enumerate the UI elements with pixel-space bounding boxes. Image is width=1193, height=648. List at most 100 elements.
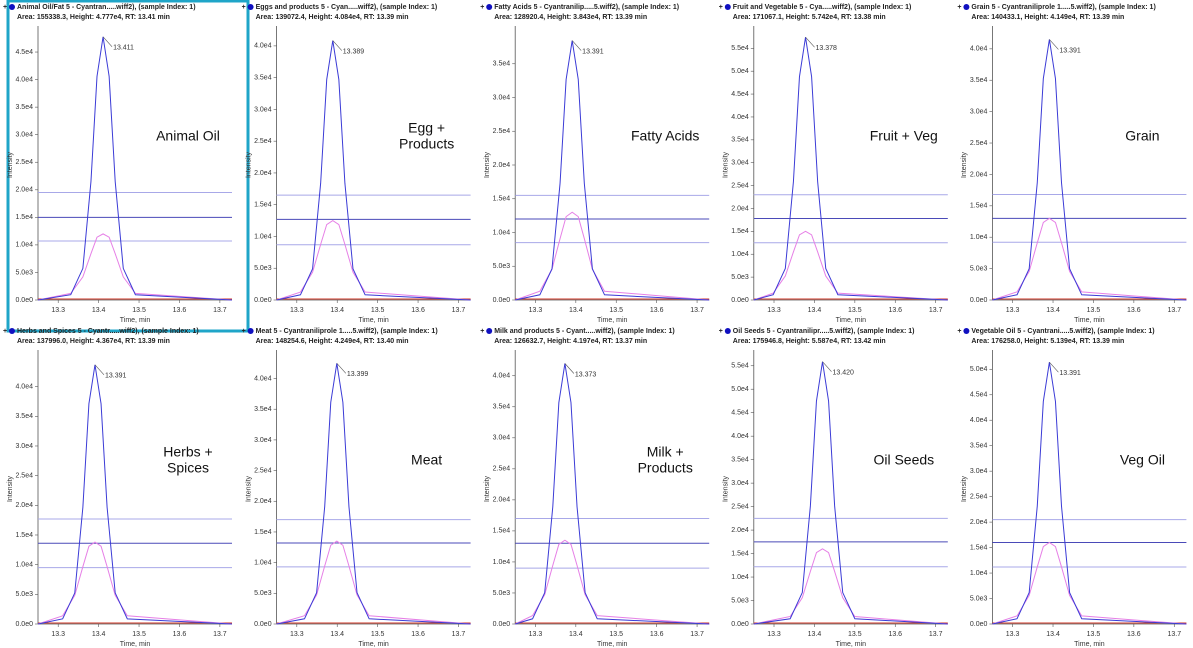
y-tick-label: 2.5e4	[493, 466, 511, 473]
y-tick-label: 3.5e4	[970, 77, 988, 84]
y-axis-label: Intensity	[723, 151, 730, 178]
x-tick-label: 13.3	[529, 631, 543, 638]
y-tick-label: 4.0e4	[254, 43, 272, 50]
y-tick-label: 1.0e4	[731, 574, 749, 581]
trace	[992, 39, 1187, 301]
y-tick-label: 2.0e4	[15, 187, 33, 194]
x-tick-label: 13.5	[371, 307, 385, 314]
x-tick-label: 13.3	[1006, 631, 1020, 638]
x-tick-label: 13.3	[767, 307, 781, 314]
y-tick-label: 3.5e4	[15, 104, 33, 111]
y-tick-label: 3.0e4	[15, 443, 33, 450]
panel-title: Grain 5 - Cyantraniliprole 1.....5.wiff2…	[971, 4, 1155, 11]
x-axis-label: Time, min	[120, 317, 151, 324]
panel: + Meat 5 - Cyantraniliprole 1.....5.wiff2…	[242, 328, 471, 648]
trace	[276, 363, 471, 625]
panel-title: Eggs and products 5 - Cyan.....wiff2), (…	[256, 4, 438, 11]
x-tick-label: 13.6	[650, 631, 664, 638]
peak-leader	[1049, 362, 1059, 373]
y-tick-label: 5.0e3	[970, 265, 988, 272]
trace	[37, 233, 233, 301]
y-axis-label: Intensity	[245, 151, 252, 178]
matrix-label: Meat	[411, 452, 442, 468]
trace	[276, 219, 471, 301]
x-tick-label: 13.5	[132, 631, 146, 638]
y-tick-label: 2.0e4	[493, 497, 511, 504]
x-tick-label: 13.4	[1046, 307, 1060, 314]
selection-border[interactable]	[6, 0, 250, 333]
panel: + Milk and products 5 - Cyant.....wiff2),…	[480, 328, 710, 648]
x-tick-label: 13.7	[690, 307, 704, 314]
sample-dot	[724, 328, 731, 334]
y-tick-label: 0.0e0	[731, 297, 749, 304]
sample-dot	[247, 4, 254, 10]
x-axis-label: Time, min	[358, 317, 389, 324]
y-tick-label: 1.5e4	[254, 529, 272, 536]
x-tick-label: 13.6	[1127, 307, 1141, 314]
y-tick-label: 2.0e4	[493, 162, 511, 169]
y-tick-label: 0.0e0	[970, 621, 988, 628]
y-tick-label: 3.5e4	[254, 74, 272, 81]
x-tick-label: 13.4	[1046, 631, 1060, 638]
y-tick-label: 1.5e4	[15, 532, 33, 539]
x-tick-label: 13.6	[411, 631, 425, 638]
x-tick-label: 13.7	[1167, 307, 1181, 314]
peak-label: 13.391	[1059, 370, 1081, 377]
x-tick-label: 13.5	[371, 631, 385, 638]
y-tick-label: 3.5e4	[731, 137, 749, 144]
matrix-label: Products	[399, 136, 454, 152]
panel-subtitle: Area: 176258.0, Height: 5.139e4, RT: 13.…	[971, 338, 1124, 345]
y-tick-label: 4.5e4	[15, 49, 33, 56]
panel-title: Fruit and Vegetable 5 - Cya.....wiff2), …	[733, 4, 912, 11]
x-tick-label: 13.7	[929, 307, 943, 314]
x-tick-label: 13.5	[1087, 307, 1101, 314]
y-tick-label: 5.0e3	[493, 263, 511, 270]
y-tick-label: 2.0e4	[15, 502, 33, 509]
expand-icon: +	[719, 328, 723, 335]
peak-label: 13.389	[343, 48, 365, 55]
peak-leader	[336, 363, 347, 374]
y-tick-label: 0.0e0	[493, 297, 511, 304]
y-tick-label: 1.0e4	[970, 570, 988, 577]
peak-leader	[1049, 39, 1059, 50]
y-axis-label: Intensity	[484, 151, 491, 178]
expand-icon: +	[957, 4, 961, 11]
sample-dot	[247, 328, 254, 334]
y-tick-label: 0.0e0	[970, 297, 988, 304]
peak-label: 13.378	[816, 45, 838, 52]
panel: + Grain 5 - Cyantraniliprole 1.....5.wiff…	[957, 4, 1187, 324]
matrix-label: Fatty Acids	[631, 128, 699, 144]
x-tick-label: 13.4	[808, 631, 822, 638]
x-tick-label: 13.5	[1087, 631, 1101, 638]
x-tick-label: 13.5	[609, 631, 623, 638]
panel-subtitle: Area: 155338.3, Height: 4.777e4, RT: 13.…	[17, 14, 170, 21]
peak-label: 13.420	[833, 369, 855, 376]
y-tick-label: 3.0e4	[970, 108, 988, 115]
y-tick-label: 2.0e4	[731, 527, 749, 534]
matrix-label: Animal Oil	[156, 128, 220, 144]
x-axis-label: Time, min	[836, 641, 867, 648]
x-tick-label: 13.7	[213, 307, 227, 314]
y-tick-label: 1.5e4	[970, 544, 988, 551]
y-tick-label: 5.0e3	[15, 269, 33, 276]
y-tick-label: 0.0e0	[15, 297, 33, 304]
y-tick-label: 4.0e4	[15, 383, 33, 390]
x-tick-label: 13.7	[452, 631, 466, 638]
x-tick-label: 13.5	[848, 631, 862, 638]
peak-label: 13.391	[105, 373, 127, 380]
y-tick-label: 3.0e4	[731, 480, 749, 487]
peak-label: 13.411	[113, 45, 134, 52]
y-tick-label: 0.0e0	[15, 621, 33, 628]
x-tick-label: 13.7	[452, 307, 466, 314]
y-tick-label: 1.5e4	[15, 214, 33, 221]
x-tick-label: 13.5	[132, 307, 146, 314]
y-tick-label: 1.0e4	[731, 251, 749, 258]
y-tick-label: 5.0e4	[731, 68, 749, 75]
trace	[276, 540, 471, 625]
y-tick-label: 2.5e4	[254, 138, 272, 145]
x-axis-label: Time, min	[836, 317, 867, 324]
panel-subtitle: Area: 171067.1, Height: 5.742e4, RT: 13.…	[733, 14, 886, 21]
panel-subtitle: Area: 175946.8, Height: 5.587e4, RT: 13.…	[733, 338, 886, 345]
peak-leader	[332, 40, 343, 51]
